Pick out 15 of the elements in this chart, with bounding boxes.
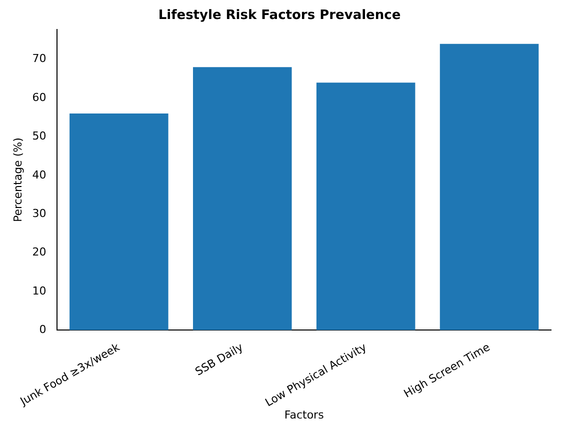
- bar: [316, 82, 416, 330]
- y-axis-title: Percentage (%): [11, 138, 24, 222]
- y-tick-label: 10: [32, 284, 46, 298]
- bar: [192, 67, 292, 330]
- chart-title: Lifestyle Risk Factors Prevalence: [158, 8, 401, 24]
- x-axis-title: Factors: [284, 408, 324, 422]
- y-tick-label: 0: [39, 322, 46, 336]
- y-tick-label: 60: [32, 90, 46, 104]
- y-tick-label: 30: [32, 206, 46, 220]
- y-tick-label: 20: [32, 246, 46, 259]
- y-tick-label: 40: [32, 168, 46, 182]
- y-tick-label: 70: [32, 52, 46, 66]
- bar: [440, 44, 539, 330]
- y-tick-label: 50: [32, 130, 46, 143]
- bar: [70, 114, 168, 330]
